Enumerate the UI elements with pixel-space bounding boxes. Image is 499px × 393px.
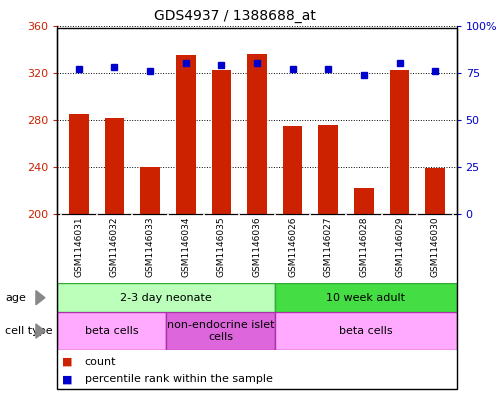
Bar (212, 70, 231, 214)
Bar (57, 312, 166, 350)
Text: non-endocrine islet
cells: non-endocrine islet cells (167, 320, 274, 342)
Text: count: count (85, 356, 116, 367)
Text: ■: ■ (62, 356, 76, 367)
Bar (283, 126, 302, 214)
Bar (247, 54, 267, 214)
Bar (275, 283, 457, 312)
Text: ■: ■ (62, 374, 76, 384)
Text: GSM1146030: GSM1146030 (431, 216, 440, 277)
Bar (318, 125, 338, 214)
Text: GSM1146034: GSM1146034 (181, 216, 190, 277)
Bar (105, 118, 124, 214)
Bar (69, 114, 89, 214)
Text: GSM1146033: GSM1146033 (146, 216, 155, 277)
Text: GSM1146027: GSM1146027 (324, 216, 333, 277)
Text: percentile rank within the sample: percentile rank within the sample (85, 374, 273, 384)
Text: GSM1146032: GSM1146032 (110, 216, 119, 277)
Text: GDS4937 / 1388688_at: GDS4937 / 1388688_at (154, 9, 315, 23)
Text: beta cells: beta cells (85, 326, 139, 336)
Text: GSM1146026: GSM1146026 (288, 216, 297, 277)
Text: 10 week adult: 10 week adult (326, 293, 405, 303)
Text: GSM1146028: GSM1146028 (359, 216, 368, 277)
Bar (425, 168, 445, 214)
Text: beta cells: beta cells (339, 326, 393, 336)
Text: GSM1146035: GSM1146035 (217, 216, 226, 277)
Bar (176, 55, 196, 214)
Bar (354, 188, 374, 214)
Bar (166, 312, 275, 350)
Text: age: age (5, 293, 26, 303)
Bar (390, 70, 409, 214)
Text: GSM1146031: GSM1146031 (74, 216, 83, 277)
Bar (57, 283, 275, 312)
Text: GSM1146029: GSM1146029 (395, 216, 404, 277)
Bar (275, 312, 457, 350)
Bar (140, 167, 160, 214)
Text: cell type: cell type (5, 326, 52, 336)
Text: GSM1146036: GSM1146036 (252, 216, 261, 277)
Text: 2-3 day neonate: 2-3 day neonate (120, 293, 212, 303)
